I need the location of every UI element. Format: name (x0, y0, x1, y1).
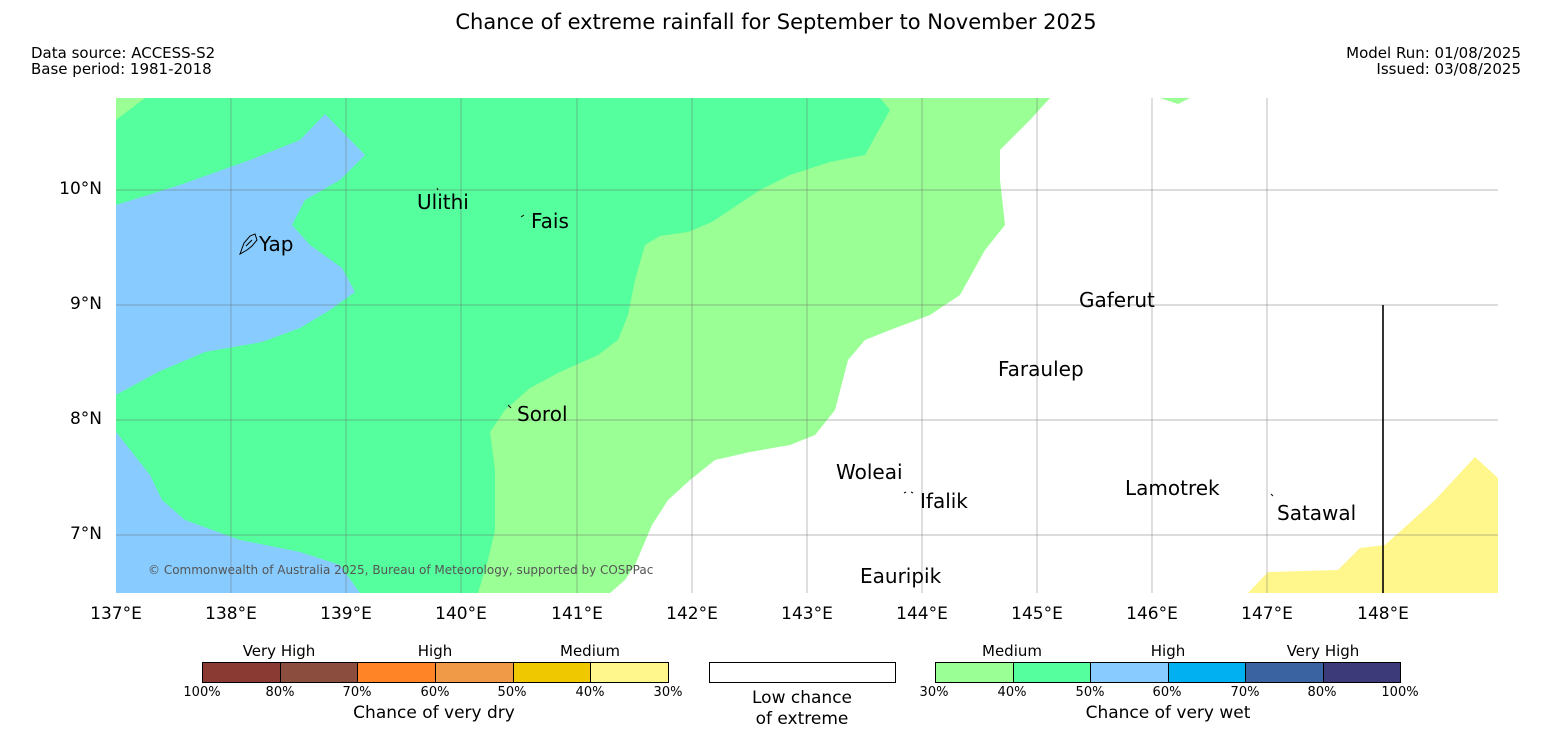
wet-tick: 40% (997, 685, 1027, 700)
dry-tick: 80% (265, 685, 295, 700)
low-chance-caption-1: Low chance (752, 688, 852, 708)
dry-color-cell-2 (280, 663, 359, 682)
wet-color-cell-4 (1168, 663, 1246, 682)
place-label-lamotrek: Lamotrek (1125, 476, 1220, 500)
yap-island (239, 233, 258, 256)
lon-label-141e: 141°E (551, 604, 603, 624)
wet-high-50-60-region (116, 114, 365, 593)
dry-tick: 40% (575, 685, 605, 700)
dry-tick: 60% (420, 685, 450, 700)
map-title: Chance of extreme rainfall for September… (455, 10, 1097, 34)
lon-label-148e: 148°E (1357, 604, 1409, 624)
wet-tick: 60% (1152, 685, 1182, 700)
lon-label-143e: 143°E (781, 604, 833, 624)
lon-label-140e: 140°E (435, 604, 487, 624)
low-chance-swatch (709, 662, 896, 683)
place-label-eauripik: Eauripik (860, 564, 942, 588)
wet-color-cell-3 (1091, 663, 1169, 682)
lat-label-9n: 9°N (69, 294, 102, 314)
wet-group-medium: Medium (982, 642, 1042, 660)
wet-caption: Chance of very wet (1085, 703, 1251, 723)
satawal-island (1270, 493, 1274, 497)
island-outlines (239, 187, 1274, 497)
wet-color-cell-2 (1013, 663, 1091, 682)
dry-color-cell-1 (203, 663, 281, 682)
wet-tick: 30% (919, 685, 949, 700)
dry-color-cell-3 (358, 663, 437, 682)
dry-caption: Chance of very dry (353, 703, 515, 723)
data-source: Data source: ACCESS-S2 (31, 44, 216, 62)
dry-group-high: High (417, 642, 453, 660)
wet-tick: 80% (1307, 685, 1337, 700)
fais-island (520, 214, 525, 218)
wet-colorbar (935, 662, 1401, 683)
ifalik-island (903, 491, 914, 494)
wet-tick: 100% (1381, 685, 1419, 700)
dry-color-cell-6 (591, 663, 669, 682)
meta-right: Model Run: 01/08/2025 Issued: 03/08/2025 (1346, 45, 1521, 77)
lat-label-10n: 10°N (59, 179, 102, 199)
dry-tick: 50% (497, 685, 527, 700)
dry-color-cell-5 (513, 663, 592, 682)
dry-tick: 100% (183, 685, 221, 700)
lon-label-139e: 139°E (320, 604, 372, 624)
lon-label-137e: 137°E (90, 604, 142, 624)
base-period: Base period: 1981-2018 (31, 60, 212, 78)
dry-colorbar (202, 662, 669, 683)
wet-group-very-high: Very High (1286, 642, 1360, 660)
place-label-fais: Fais (531, 209, 569, 233)
low-chance-caption-2: of extreme (755, 709, 849, 729)
lon-label-138e: 138°E (205, 604, 257, 624)
sorol-island (507, 404, 512, 409)
wet-color-cell-1 (936, 663, 1014, 682)
wet-medium-40-50-region (116, 98, 890, 593)
wet-tick: 50% (1075, 685, 1105, 700)
wet-tick: 70% (1230, 685, 1260, 700)
lon-label-147e: 147°E (1241, 604, 1293, 624)
dry-group-very-high: Very High (242, 642, 316, 660)
wet-color-cell-5 (1246, 663, 1324, 682)
place-label-woleai: Woleai (836, 460, 903, 484)
dry-color-cell-4 (436, 663, 514, 682)
dry-medium-30-40-region (1248, 457, 1498, 593)
lat-label-8n: 8°N (69, 409, 102, 429)
model-run: Model Run: 01/08/2025 (1346, 44, 1521, 62)
dry-group-medium: Medium (560, 642, 620, 660)
lon-label-145e: 145°E (1011, 604, 1063, 624)
wet-medium-patch-north (1160, 98, 1190, 104)
meta-left: Data source: ACCESS-S2 Base period: 1981… (31, 45, 215, 77)
place-label-sorol: Sorol (517, 402, 568, 426)
copyright-notice: © Commonwealth of Australia 2025, Bureau… (148, 563, 654, 577)
place-label-yap: Yap (259, 232, 294, 256)
lat-label-7n: 7°N (69, 524, 102, 544)
wet-group-high: High (1150, 642, 1186, 660)
wet-color-cell-6 (1323, 663, 1400, 682)
lon-label-144e: 144°E (896, 604, 948, 624)
place-label-ifalik: Ifalik (920, 489, 968, 513)
lon-label-142e: 142°E (666, 604, 718, 624)
place-label-gaferut: Gaferut (1079, 288, 1155, 312)
dry-tick: 30% (653, 685, 683, 700)
issued-date: Issued: 03/08/2025 (1376, 60, 1521, 78)
place-label-faraulep: Faraulep (998, 357, 1084, 381)
gridlines (116, 98, 1498, 593)
place-label-satawal: Satawal (1277, 501, 1357, 525)
ulithi-island (436, 187, 439, 191)
lon-label-146e: 146°E (1126, 604, 1178, 624)
dry-tick: 70% (342, 685, 372, 700)
place-label-ulithi: Ulithi (417, 190, 469, 214)
